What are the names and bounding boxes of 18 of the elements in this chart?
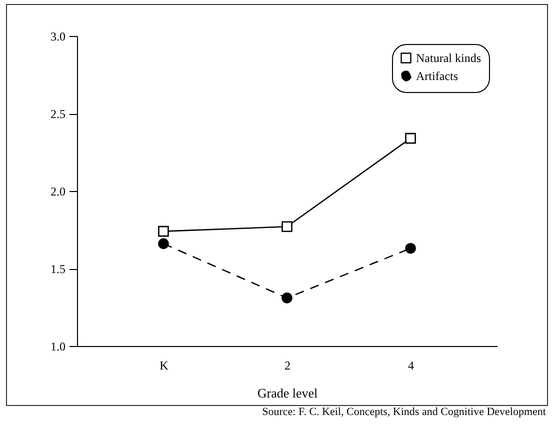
x-tick-label: K [160,358,169,372]
source-note: Source: F. C. Keil, Concepts, Kinds and Cognitive Development [262,406,546,418]
point [405,132,416,144]
point [405,242,416,254]
point [158,226,169,237]
y-tick-label: 2.5 [50,107,66,121]
legend-label: Artifacts [416,69,458,83]
y-tick-label: 3.0 [50,30,66,44]
x-tick-label: 4 [408,358,414,372]
x-axis-title: Grade level [257,386,318,400]
point [282,221,292,232]
point [282,292,292,304]
y-tick-label: 1.0 [50,340,66,354]
point [158,238,169,250]
x-tick-label: 2 [284,358,290,372]
y-tick-label: 2.0 [50,184,66,198]
y-tick-label: 1.5 [50,262,66,276]
legend-label: Natural kinds [416,51,482,65]
